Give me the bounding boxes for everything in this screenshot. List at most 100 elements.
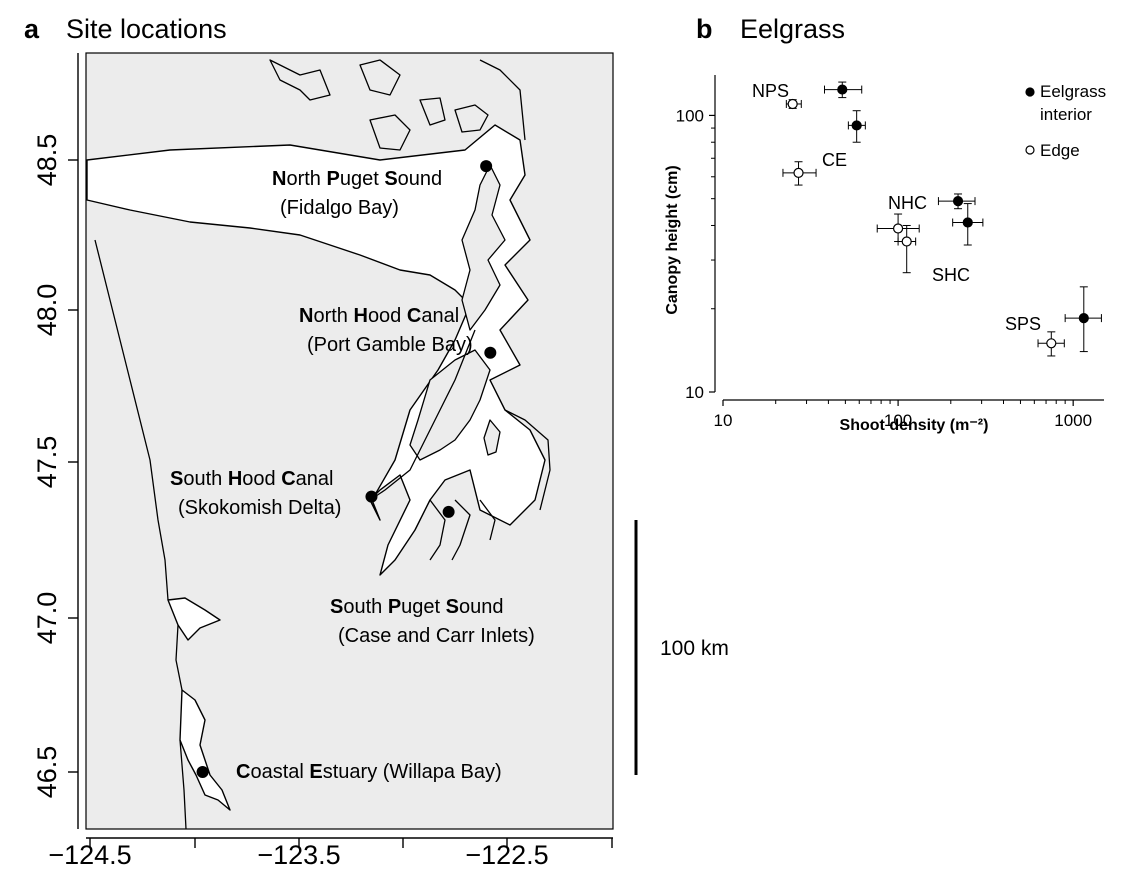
coastline-strokes	[94, 59, 551, 830]
site-marker	[484, 346, 497, 359]
map-x-tick-label: −124.5	[48, 840, 131, 870]
fidalgo-island	[454, 104, 489, 133]
scatter-site-labels: NPS CE NHC SHC SPS	[752, 81, 1041, 334]
scatter-x-tick-label: 1000	[1054, 411, 1092, 430]
point-nps-edge	[787, 98, 798, 110]
vashon-island	[483, 419, 501, 456]
mainland-shore	[479, 59, 551, 511]
scatter-points	[787, 84, 1089, 349]
scatter-x-axis-title-text: Shoot density (m⁻²)	[840, 417, 989, 434]
site-name: South Puget Sound	[330, 596, 504, 618]
map-y-tick-label: 46.5	[32, 746, 62, 799]
site-location: (Fidalgo Bay)	[280, 197, 399, 219]
scatter-y-tick-label: 100	[676, 106, 704, 125]
site-name-rest: anal	[421, 305, 459, 327]
willapa-bay	[179, 689, 231, 811]
point-sps-interior	[1078, 313, 1089, 324]
point-shc-edge	[901, 236, 912, 247]
map-x-tick-label: −122.5	[465, 840, 548, 870]
site-name-initial: C	[407, 305, 421, 327]
site-name-initial: P	[326, 168, 339, 190]
scatter-x-axis-title: Shoot density (m⁻²)	[840, 417, 989, 434]
site-marker	[480, 160, 493, 173]
grays-harbor	[167, 597, 221, 641]
map-x-tick-label: −123.5	[257, 840, 340, 870]
kitsap-peninsula	[409, 349, 491, 461]
point-nhc-interior	[952, 196, 964, 207]
site-name-rest: orth	[313, 305, 353, 327]
panel-b-title: Eelgrass	[740, 14, 845, 44]
site-name-rest: outh	[183, 468, 227, 490]
water-bodies	[86, 124, 546, 811]
scatter-legend: Eelgrass interior Edge	[1025, 82, 1106, 160]
point-nps-interior	[837, 84, 848, 95]
site-location: (Port Gamble Bay)	[307, 334, 473, 356]
point-ce-edge	[793, 167, 804, 178]
site-name-initial: S	[330, 596, 343, 618]
legend-interior-label-line2: interior	[1040, 105, 1092, 124]
whidbey-island	[461, 164, 506, 331]
site-label-nps: NPS	[752, 81, 789, 101]
site-marker	[442, 505, 455, 518]
outer-coast	[94, 239, 187, 830]
site-name-initial: H	[228, 468, 242, 490]
panel-a-letter: a	[24, 14, 40, 44]
map-y-tick-label: 47.0	[32, 592, 62, 645]
panel-a-title: Site locations	[66, 14, 227, 44]
site-label-ce: CE	[822, 150, 847, 170]
hood-canal	[369, 329, 476, 501]
legend-interior-marker	[1025, 87, 1035, 97]
site-name: Coastal Estuary (Willapa Bay)	[236, 761, 502, 783]
legend-interior-label-line1: Eelgrass	[1040, 82, 1106, 101]
map-tick-labels: −124.5 −123.5 −122.5 48.5 48.0 47.5 47.0…	[32, 134, 549, 870]
site-name-initial: S	[170, 468, 183, 490]
site-name-rest: uget	[401, 596, 445, 618]
site-location: (Skokomish Delta)	[178, 497, 341, 519]
site-name-rest: ound	[398, 168, 443, 190]
site-name-rest: uget	[340, 168, 384, 190]
site-location: (Case and Carr Inlets)	[338, 625, 535, 647]
point-nhc-edge	[892, 223, 904, 234]
site-marker	[196, 766, 209, 778]
site-label-nhc: NHC	[888, 193, 927, 213]
map-axes	[68, 53, 613, 848]
site-name-rest: ound	[459, 596, 504, 618]
site-label-sps: SPS	[1005, 314, 1041, 334]
point-ce-interior	[851, 120, 862, 131]
map-y-tick-label: 48.5	[32, 134, 62, 187]
legend-edge-marker	[1025, 145, 1035, 155]
scatter-ticks: 10 100 1000 10 100	[676, 106, 1092, 430]
site-name-rest: orth	[286, 168, 326, 190]
scale-bar-label: 100 km	[660, 637, 729, 660]
legend-edge-label: Edge	[1040, 141, 1080, 160]
map-y-tick-label: 47.5	[32, 436, 62, 489]
site-name-rest: oastal	[250, 761, 309, 783]
south-sound-inlets	[429, 499, 496, 561]
islands	[409, 104, 506, 461]
northern-islands	[269, 59, 446, 151]
sites-layer: North Puget Sound (Fidalgo Bay) North Hood…	[170, 160, 535, 783]
site-name-initial: C	[236, 761, 250, 783]
site-name-rest: ood	[368, 305, 407, 327]
map-y-tick-label: 48.0	[32, 284, 62, 337]
site-name: South Hood Canal	[170, 468, 333, 490]
site-name-initial: N	[299, 305, 313, 327]
scatter-y-axis-title: Canopy height (cm)	[664, 165, 681, 314]
site-name: North Hood Canal	[299, 305, 459, 327]
map: North Puget Sound (Fidalgo Bay) North Hood…	[85, 52, 614, 830]
scatter-x-tick-label: 10	[714, 411, 733, 430]
scatter-plot: 10 100 1000 10 100 NPS CE NHC SHC SPS Shoot dens…	[664, 75, 1106, 434]
site-name-rest: anal	[296, 468, 334, 490]
site-name-rest: ood	[242, 468, 281, 490]
site-marker	[365, 490, 378, 503]
site-label-shc: SHC	[932, 265, 970, 285]
site-name-initial: N	[272, 168, 286, 190]
site-location: (Willapa Bay)	[377, 761, 501, 783]
site-name-initial: E	[309, 761, 322, 783]
site-name-initial: S	[446, 596, 459, 618]
point-sps-edge	[1046, 338, 1057, 349]
site-name-initial: H	[353, 305, 367, 327]
site-name-rest: stuary	[323, 761, 377, 783]
site-name: North Puget Sound	[272, 168, 442, 190]
